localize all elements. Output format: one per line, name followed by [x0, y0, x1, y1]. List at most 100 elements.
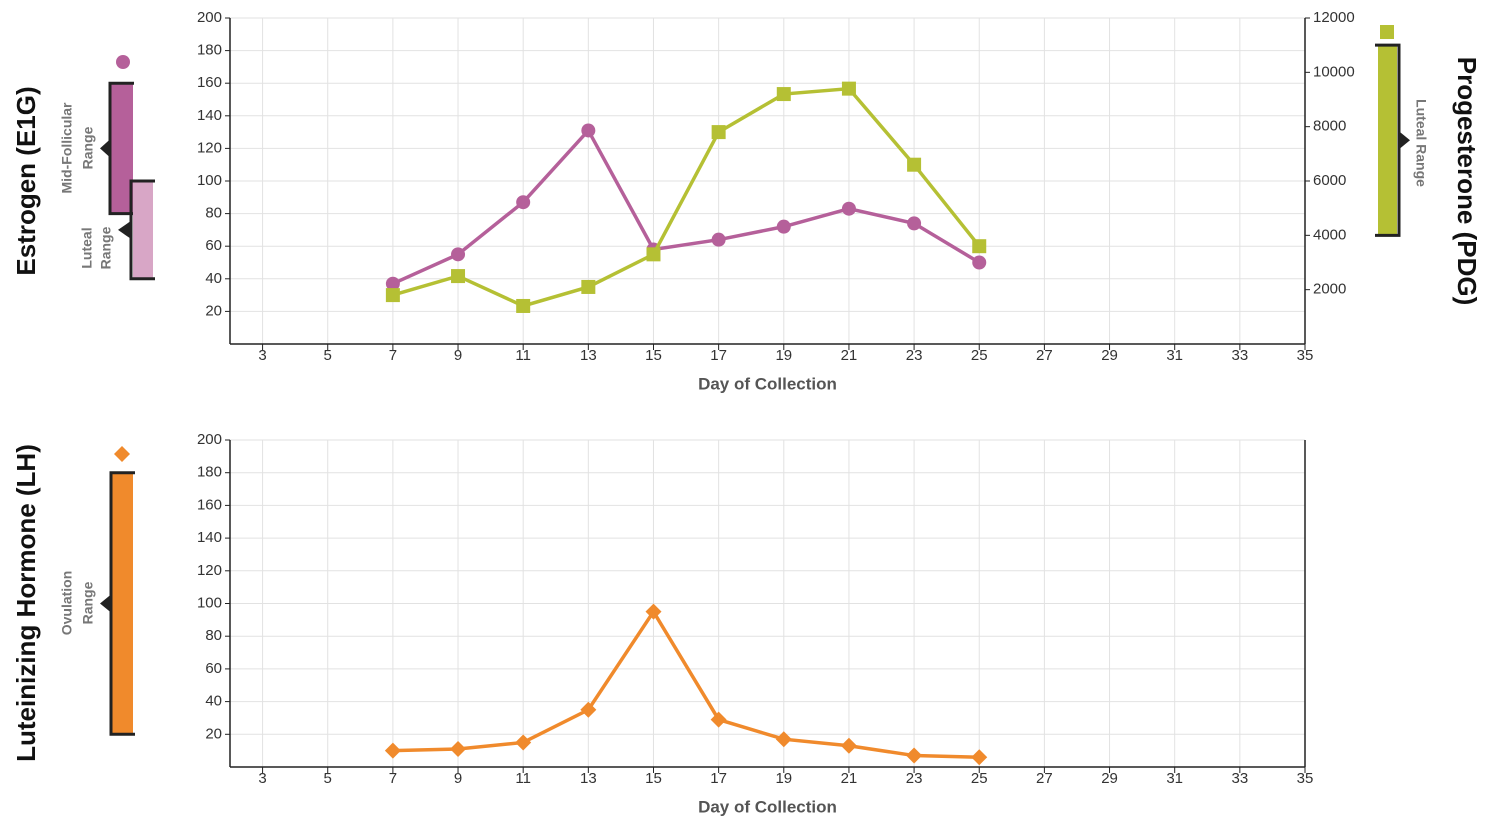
x-tick-label: 13	[580, 347, 597, 364]
y-tick-label: 100	[197, 594, 222, 611]
x-tick-label: 3	[258, 770, 266, 787]
data-point	[645, 603, 662, 620]
y-tick-label: 200	[197, 431, 222, 448]
range-label: Luteal Range	[1413, 99, 1429, 187]
x-tick-label: 27	[1036, 770, 1053, 787]
legend-marker	[1380, 25, 1394, 39]
x-tick-label: 31	[1166, 770, 1183, 787]
y-tick-label: 40	[205, 270, 222, 287]
y-axis-title: Luteinizing Hormone (LH)	[11, 444, 41, 762]
data-point	[451, 247, 466, 262]
data-point	[841, 201, 856, 216]
x-tick-label: 13	[580, 770, 597, 787]
data-point	[515, 734, 532, 751]
y2-tick-label: 6000	[1313, 172, 1346, 189]
x-tick-label: 25	[971, 770, 988, 787]
y-tick-label: 160	[197, 496, 222, 513]
y-tick-label: 120	[197, 139, 222, 156]
y-tick-label: 120	[197, 562, 222, 579]
range-pointer	[1399, 131, 1410, 150]
x-axis-title: Day of Collection	[698, 797, 837, 816]
x-tick-label: 29	[1101, 347, 1118, 364]
x-tick-label: 23	[906, 770, 923, 787]
x-tick-label: 3	[258, 347, 266, 364]
y-tick-label: 20	[205, 302, 222, 319]
x-tick-label: 31	[1166, 347, 1183, 364]
data-point	[516, 195, 531, 210]
y-tick-label: 140	[197, 529, 222, 546]
range-label: Range	[80, 126, 96, 169]
x-tick-label: 27	[1036, 347, 1053, 364]
x-tick-label: 25	[971, 347, 988, 364]
x-tick-label: 33	[1232, 347, 1249, 364]
data-point	[907, 216, 922, 231]
data-point	[450, 741, 467, 758]
data-point	[972, 239, 987, 254]
x-tick-label: 5	[324, 770, 332, 787]
data-point	[385, 288, 400, 303]
x-tick-label: 21	[841, 770, 858, 787]
data-point	[581, 279, 596, 294]
data-point	[384, 742, 401, 759]
y2-tick-label: 4000	[1313, 226, 1346, 243]
data-point	[906, 747, 923, 764]
x-tick-label: 19	[775, 770, 792, 787]
x-tick-label: 19	[775, 347, 792, 364]
range-label: Range	[98, 226, 114, 269]
data-point	[646, 247, 661, 262]
y2-tick-label: 12000	[1313, 9, 1355, 26]
data-point	[516, 298, 531, 313]
data-point	[385, 276, 400, 291]
range-pointer	[100, 594, 111, 613]
series-line	[392, 86, 981, 308]
y-axis-title: Estrogen (E1G)	[11, 86, 41, 275]
y-tick-label: 40	[205, 693, 222, 710]
data-point	[841, 81, 856, 96]
range-label: Mid-Follicular	[59, 102, 75, 194]
data-point	[711, 232, 726, 247]
series-line	[392, 127, 981, 286]
y-tick-label: 200	[197, 9, 222, 26]
data-point	[972, 255, 987, 270]
x-tick-label: 35	[1297, 347, 1314, 364]
y2-tick-label: 8000	[1313, 118, 1346, 135]
data-point	[775, 731, 792, 748]
data-point	[711, 125, 726, 140]
series-line	[392, 608, 980, 759]
data-point	[840, 737, 857, 754]
y-tick-label: 180	[197, 42, 222, 59]
x-tick-label: 17	[710, 347, 727, 364]
y-tick-label: 160	[197, 74, 222, 91]
y-tick-label: 60	[205, 237, 222, 254]
data-point	[907, 157, 922, 172]
data-point	[776, 219, 791, 234]
range-pointer	[118, 220, 131, 239]
x-tick-label: 33	[1232, 770, 1249, 787]
x-tick-label: 7	[389, 770, 397, 787]
y2-tick-label: 10000	[1313, 63, 1355, 80]
x-tick-label: 21	[841, 347, 858, 364]
x-tick-label: 11	[515, 347, 531, 364]
legend-marker	[116, 55, 130, 69]
y-tick-label: 20	[205, 725, 222, 742]
data-point	[581, 123, 596, 138]
x-tick-label: 15	[645, 347, 662, 364]
y2-axis-title: Progesterone (PDG)	[1452, 57, 1482, 306]
range-pointer	[100, 139, 110, 158]
x-tick-label: 9	[454, 770, 462, 787]
y-tick-label: 140	[197, 107, 222, 124]
legend-marker	[114, 446, 130, 462]
x-tick-label: 35	[1297, 770, 1314, 787]
range-bar	[1378, 45, 1397, 236]
range-bar	[110, 83, 133, 214]
x-tick-label: 17	[710, 770, 727, 787]
data-point	[971, 749, 988, 766]
y-tick-label: 80	[205, 627, 222, 644]
data-point	[451, 269, 466, 284]
x-tick-label: 9	[454, 347, 462, 364]
range-bar	[133, 181, 153, 279]
y-tick-label: 60	[205, 660, 222, 677]
x-tick-label: 5	[324, 347, 332, 364]
y-tick-label: 180	[197, 464, 222, 481]
